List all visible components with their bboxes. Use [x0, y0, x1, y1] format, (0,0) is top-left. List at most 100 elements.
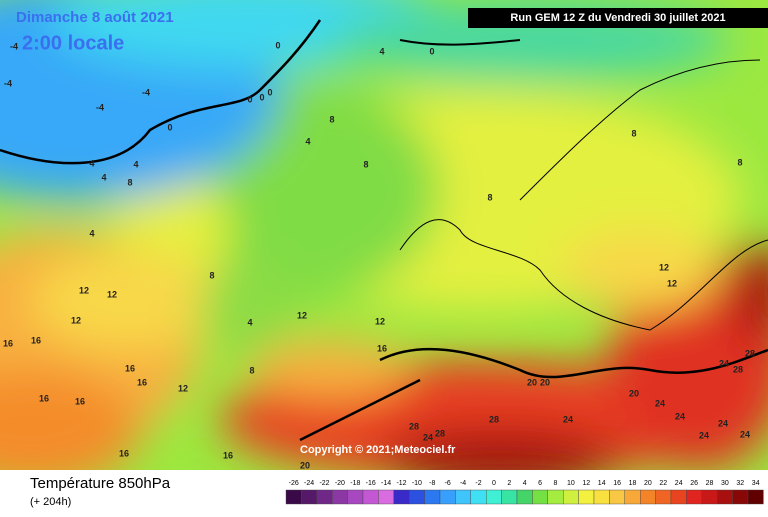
- scale-swatch: [686, 489, 703, 505]
- contour-label: 16: [39, 393, 49, 403]
- contour-label: 16: [75, 396, 85, 406]
- contour-label: 12: [178, 383, 188, 393]
- scale-tick-label: -26: [289, 480, 299, 487]
- contour-label: 28: [435, 428, 445, 438]
- scale-swatch: [409, 489, 425, 505]
- scale-swatch: [732, 489, 749, 505]
- scale-tick-label: 30: [721, 480, 729, 487]
- scale-tick-label: 6: [538, 480, 542, 487]
- contour-label: 8: [329, 114, 334, 124]
- scale-swatch: [640, 489, 656, 505]
- scale-tick-label: -14: [381, 480, 391, 487]
- scale-swatch: [332, 489, 348, 505]
- contour-label: 0: [267, 87, 272, 97]
- contour-label: 0: [167, 122, 172, 132]
- scale-swatch: [578, 489, 595, 505]
- contour-label: -4: [142, 87, 150, 97]
- contour-label: 0: [259, 92, 264, 102]
- contour-label: 28: [745, 348, 755, 358]
- scale-swatch: [316, 489, 333, 505]
- contour-label: 12: [71, 315, 81, 325]
- contour-label: 16: [137, 377, 147, 387]
- scale-tick-label: 8: [554, 480, 558, 487]
- contour-label: 4: [133, 159, 138, 169]
- scale-swatch: [701, 489, 718, 505]
- contour-label: 20: [629, 388, 639, 398]
- scale-tick-label: -18: [350, 480, 360, 487]
- contour-label: 8: [363, 159, 368, 169]
- legend-lead-time: (+ 204h): [30, 496, 71, 508]
- scale-swatch: [717, 489, 733, 505]
- scale-tick-label: 32: [736, 480, 744, 487]
- scale-swatch: [593, 489, 610, 505]
- scale-swatch: [670, 489, 687, 505]
- contour-label: 8: [127, 177, 132, 187]
- contour-label: 12: [107, 289, 117, 299]
- scale-tick-label: -24: [304, 480, 314, 487]
- scale-swatch: [393, 489, 410, 505]
- scale-tick-label: 10: [567, 480, 575, 487]
- contour-label: 24: [718, 418, 728, 428]
- contour-label: 4: [247, 317, 252, 327]
- scale-tick-label: 12: [582, 480, 590, 487]
- scale-swatch: [347, 489, 364, 505]
- scale-swatch: [486, 489, 502, 505]
- contour-label: 12: [667, 278, 677, 288]
- scale-tick-label: 16: [613, 480, 621, 487]
- contour-label: 24: [675, 411, 685, 421]
- scale-tick-label: 20: [644, 480, 652, 487]
- scale-tick-label: -6: [445, 480, 451, 487]
- scale-swatch: [470, 489, 487, 505]
- scale-swatch: [516, 489, 533, 505]
- contour-label: 0: [429, 46, 434, 56]
- contour-label: 4: [305, 136, 310, 146]
- scale-tick-label: 24: [675, 480, 683, 487]
- temperature-field: [0, 0, 768, 470]
- contour-label: 12: [297, 310, 307, 320]
- scale-swatch: [547, 489, 564, 505]
- contour-label: 8: [631, 128, 636, 138]
- scale-tick-label: 0: [492, 480, 496, 487]
- contour-label: 24: [719, 358, 729, 368]
- contour-label: 4: [89, 158, 94, 168]
- contour-label: 4: [379, 46, 384, 56]
- contour-label: 12: [79, 285, 89, 295]
- contour-label: 16: [3, 338, 13, 348]
- scale-tick-label: -12: [396, 480, 406, 487]
- scale-swatch: [501, 489, 518, 505]
- contour-label: 20: [300, 460, 310, 470]
- contour-label: 20: [540, 377, 550, 387]
- scale-tick-label: 22: [659, 480, 667, 487]
- contour-label: 24: [423, 432, 433, 442]
- scale-tick-label: 14: [598, 480, 606, 487]
- scale-swatch: [378, 489, 394, 505]
- scale-swatch: [532, 489, 549, 505]
- scale-swatch: [439, 489, 456, 505]
- contour-label: 28: [733, 364, 743, 374]
- contour-label: 24: [699, 430, 709, 440]
- run-info: Run GEM 12 Z du Vendredi 30 juillet 2021: [510, 12, 725, 24]
- scale-tick-label: -10: [412, 480, 422, 487]
- scale-swatch: [301, 489, 317, 505]
- copyright: Copyright © 2021;Meteociel.fr: [300, 444, 456, 456]
- scale-tick-label: -2: [475, 480, 481, 487]
- scale-tick-label: -16: [366, 480, 376, 487]
- color-scale: -26 -24 -22 -20 -18 -16 -14 -12 -10 -8 -6 -4 -2 0 2 4 6 8…: [285, 480, 764, 505]
- contour-label: 8: [487, 192, 492, 202]
- scale-swatch: [747, 489, 764, 505]
- contour-label: 24: [563, 414, 573, 424]
- contour-label: 28: [489, 414, 499, 424]
- contour-label: 24: [655, 398, 665, 408]
- scale-swatch: [655, 489, 672, 505]
- contour-label: 20: [527, 377, 537, 387]
- scale-swatch: [609, 489, 626, 505]
- contour-label: 0: [275, 40, 280, 50]
- contour-label: -4: [4, 78, 12, 88]
- scale-tick-label: 34: [752, 480, 760, 487]
- contour-label: 4: [89, 228, 94, 238]
- scale-swatch: [563, 489, 579, 505]
- contour-label: -4: [10, 41, 18, 51]
- contour-label: 8: [249, 365, 254, 375]
